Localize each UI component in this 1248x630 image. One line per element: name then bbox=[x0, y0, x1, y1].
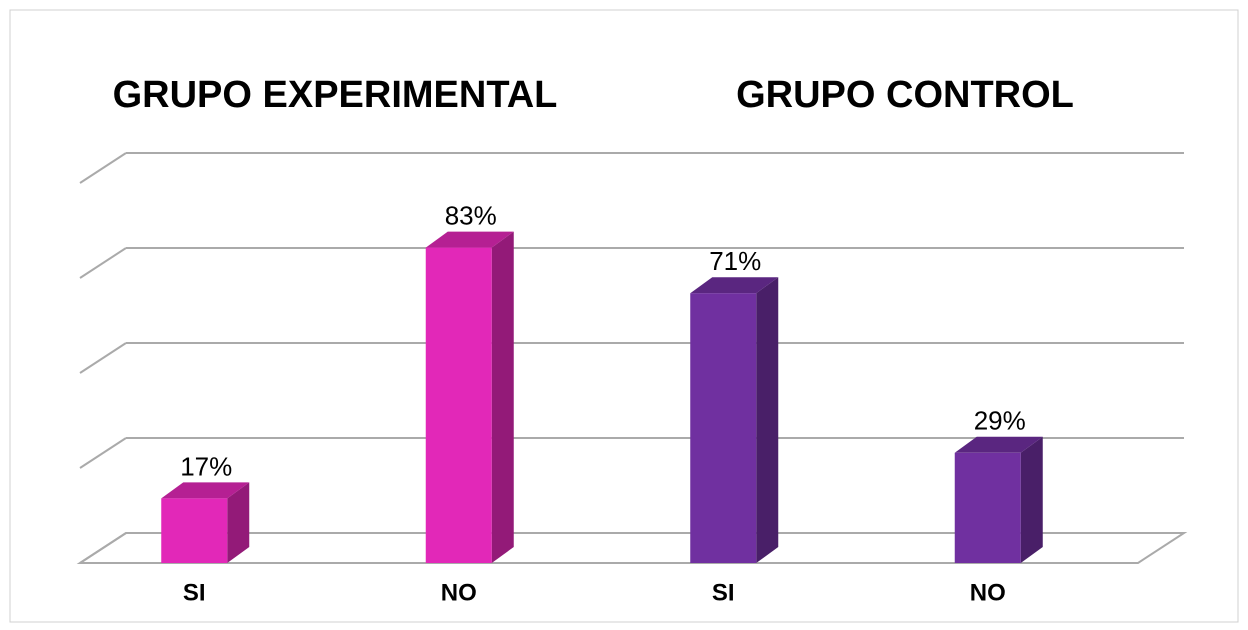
x-tick-label: NO bbox=[441, 579, 477, 606]
bar-front bbox=[161, 498, 228, 563]
bar-top bbox=[425, 231, 514, 248]
grid-line bbox=[79, 342, 127, 374]
x-tick-label: SI bbox=[712, 579, 735, 606]
bar-side bbox=[227, 482, 250, 563]
data-label: 17% bbox=[180, 451, 232, 481]
bar-front bbox=[954, 452, 1021, 563]
grid-line bbox=[79, 247, 127, 279]
bar-front bbox=[690, 293, 757, 563]
bar bbox=[954, 436, 1043, 563]
bar-side bbox=[1020, 436, 1043, 563]
data-label: 29% bbox=[974, 406, 1026, 436]
grid-line bbox=[79, 152, 127, 184]
bar bbox=[161, 482, 250, 563]
grid-line bbox=[79, 532, 127, 564]
bar-top bbox=[690, 277, 779, 294]
bar bbox=[690, 277, 779, 563]
bar-front bbox=[425, 247, 492, 563]
data-label: 83% bbox=[445, 200, 497, 230]
bar-top bbox=[161, 482, 250, 499]
bar bbox=[425, 231, 514, 563]
x-tick-label: SI bbox=[183, 579, 206, 606]
group-title: GRUPO CONTROL bbox=[736, 74, 1074, 116]
x-tick-label: NO bbox=[970, 579, 1006, 606]
data-label: 71% bbox=[709, 246, 761, 276]
bar-side bbox=[491, 231, 514, 563]
bar-side bbox=[756, 277, 779, 563]
bar-top bbox=[954, 436, 1043, 453]
group-title: GRUPO EXPERIMENTAL bbox=[113, 74, 558, 116]
grid-line bbox=[79, 437, 127, 469]
